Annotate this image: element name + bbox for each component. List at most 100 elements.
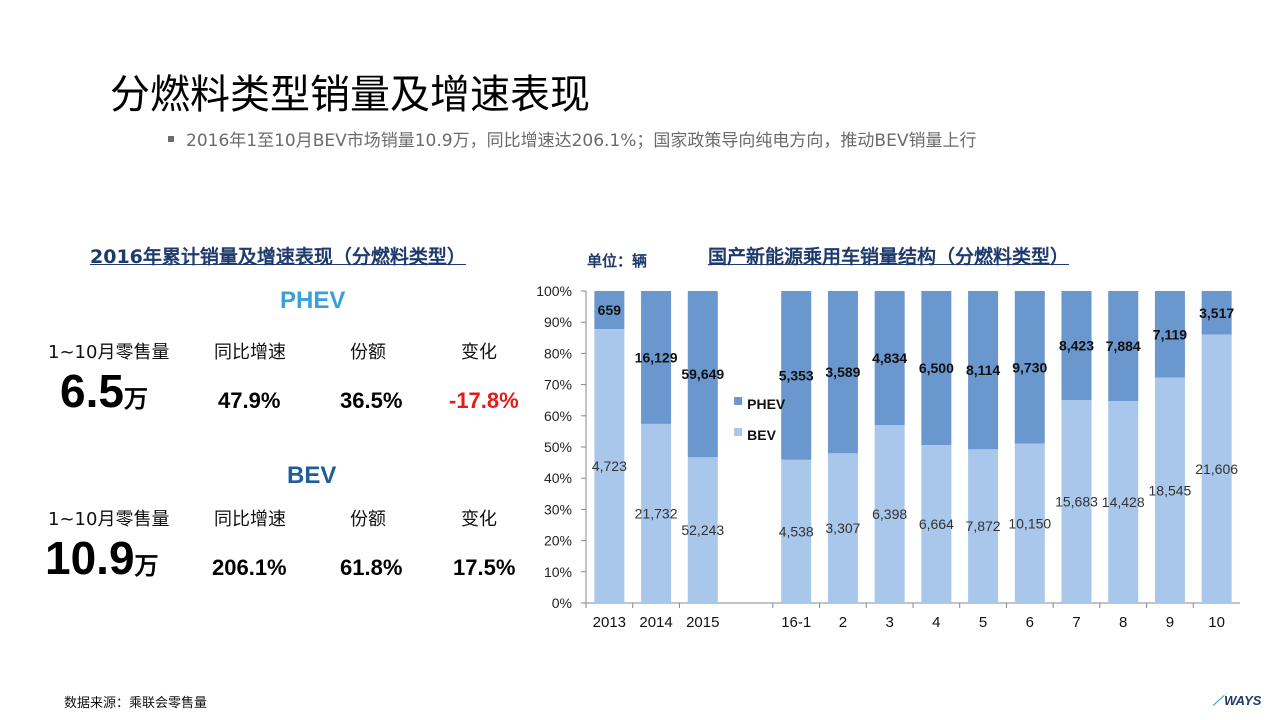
bev-share-value: 61.8%: [340, 555, 403, 580]
bev-value-label: 21,732: [635, 505, 678, 521]
x-tick-label: 7: [1072, 614, 1080, 631]
summary-text: 2016年1至10月BEV市场销量10.9万，同比增速达206.1%；国家政策导…: [186, 131, 977, 151]
bev-value-label: 15,683: [1055, 494, 1098, 510]
bullet-square-icon: [168, 136, 174, 142]
bar-phev-2014: [641, 291, 672, 424]
phev-value-label: 6,500: [919, 360, 954, 376]
summary-bullet: 2016年1至10月BEV市场销量10.9万，同比增速达206.1%；国家政策导…: [168, 126, 976, 151]
phev-value-label: 7,119: [1153, 326, 1187, 342]
bar-phev-8: [1108, 291, 1139, 402]
x-tick-label: 2015: [686, 614, 719, 631]
phev-value-label: 8,114: [966, 362, 1000, 378]
phev-value-label: 659: [598, 302, 622, 318]
x-tick-label: 2014: [639, 614, 672, 631]
y-tick-label: 90%: [544, 314, 572, 330]
bev-growth-value: 206.1%: [212, 555, 287, 580]
bev-heading: BEV: [287, 462, 337, 489]
phev-sales-unit: 万: [123, 386, 148, 413]
ways-logo: ⟋ WAYS: [1213, 693, 1261, 709]
phev-sales-number: 6.5: [60, 365, 124, 417]
bev-value-label: 4,538: [779, 523, 814, 539]
phev-value-label: 4,834: [872, 350, 907, 366]
x-tick-label: 9: [1166, 614, 1174, 631]
bev-value-label: 6,398: [872, 506, 907, 522]
x-tick-label: 5: [979, 614, 987, 631]
x-tick-label: 2: [839, 614, 847, 631]
phev-label-sales: 1~10月零售量: [48, 342, 170, 363]
bar-phev-6: [1014, 291, 1045, 444]
phev-label-change: 变化: [461, 342, 497, 363]
y-tick-label: 50%: [544, 439, 572, 455]
legend-label-phev: PHEV: [747, 396, 786, 412]
legend-swatch-phev: [734, 397, 743, 405]
legend-swatch-bev: [734, 428, 743, 436]
phev-value-label: 9,730: [1012, 359, 1047, 375]
left-panel-title: 2016年累计销量及增速表现（分燃料类型）: [90, 246, 466, 268]
page-title: 分燃料类型销量及增速表现: [110, 72, 590, 118]
bar-bev-8: [1108, 401, 1139, 603]
data-source-note: 数据来源：乘联会零售量: [64, 696, 208, 711]
bar-phev-2013: [594, 291, 625, 330]
ways-logo-text: WAYS: [1224, 693, 1262, 708]
chart-title: 国产新能源乘用车销量结构（分燃料类型）: [708, 246, 1070, 268]
bar-bev-3: [874, 425, 905, 603]
phev-heading: PHEV: [280, 287, 346, 314]
bev-value-label: 18,545: [1149, 482, 1192, 498]
phev-label-share: 份额: [350, 342, 386, 363]
phev-value-label: 59,649: [681, 366, 724, 382]
bar-phev-10: [1201, 291, 1232, 335]
bev-label-growth: 同比增速: [214, 509, 286, 530]
bar-bev-7: [1061, 400, 1092, 603]
x-tick-label: 6: [1026, 614, 1034, 631]
y-tick-label: 100%: [536, 283, 572, 299]
y-tick-label: 0%: [552, 595, 572, 611]
bev-sales-value: 10.9万: [45, 531, 159, 585]
phev-value-label: 8,423: [1059, 338, 1094, 354]
bev-label-share: 份额: [350, 509, 386, 530]
x-tick-label: 2013: [593, 614, 626, 631]
bar-phev-2: [827, 291, 858, 454]
bev-value-label: 52,243: [681, 522, 724, 538]
bar-bev-10: [1201, 334, 1232, 603]
y-tick-label: 60%: [544, 408, 572, 424]
bev-label-sales: 1~10月零售量: [48, 509, 170, 530]
x-tick-label: 3: [885, 614, 893, 631]
bar-phev-2015: [687, 291, 718, 458]
bar-phev-4: [921, 291, 952, 446]
bar-phev-9: [1154, 291, 1185, 378]
phev-value-label: 5,353: [779, 367, 814, 383]
x-tick-label: 4: [932, 614, 940, 631]
y-tick-label: 40%: [544, 470, 572, 486]
bar-phev-7: [1061, 291, 1092, 401]
bev-sales-unit: 万: [134, 553, 159, 580]
unit-label: 单位：辆: [587, 252, 648, 270]
bar-bev-2: [827, 453, 858, 603]
phev-value-label: 3,589: [825, 364, 860, 380]
bar-phev-3: [874, 291, 905, 426]
y-tick-label: 10%: [544, 564, 572, 580]
y-tick-label: 30%: [544, 501, 572, 517]
y-tick-label: 20%: [544, 533, 572, 549]
phev-value-label: 3,517: [1199, 305, 1234, 321]
bev-sales-number: 10.9: [45, 532, 135, 584]
bar-bev-2014: [641, 423, 672, 603]
phev-change-value: -17.8%: [449, 388, 519, 413]
bar-phev-5: [968, 291, 999, 450]
bev-value-label: 3,307: [825, 520, 860, 536]
x-tick-label: 10: [1208, 614, 1225, 631]
bev-value-label: 7,872: [966, 518, 1001, 534]
x-tick-label: 16-1: [781, 614, 811, 631]
bar-bev-16-1: [781, 459, 812, 603]
ways-logo-mark-icon: ⟋: [1213, 693, 1223, 708]
phev-share-value: 36.5%: [340, 388, 403, 413]
bar-bev-4: [921, 445, 952, 603]
bar-bev-6: [1014, 443, 1045, 603]
phev-sales-value: 6.5万: [60, 364, 148, 418]
bar-phev-16-1: [781, 291, 812, 460]
legend-label-bev: BEV: [747, 427, 776, 443]
phev-value-label: 7,884: [1106, 338, 1141, 354]
bev-value-label: 6,664: [919, 516, 954, 532]
phev-growth-value: 47.9%: [218, 388, 281, 413]
bev-value-label: 4,723: [592, 458, 627, 474]
